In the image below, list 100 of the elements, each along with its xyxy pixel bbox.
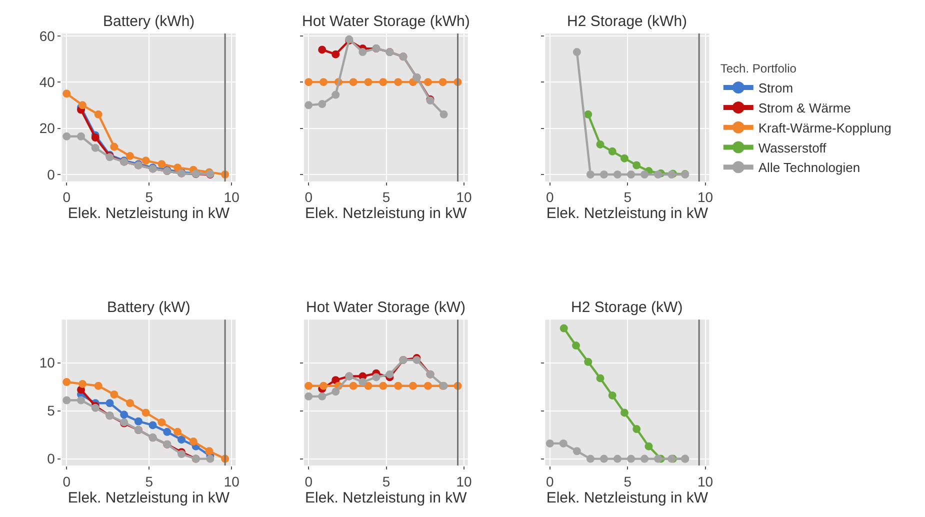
x-tick-label: 0 <box>546 189 554 206</box>
point <box>364 382 372 390</box>
legend-label: Alle Technologien <box>758 160 860 176</box>
x-tick-label: 10 <box>456 189 472 206</box>
x-axis-title: Elek. Netzleistung in kW <box>68 205 230 222</box>
point <box>78 380 86 388</box>
point <box>134 417 142 426</box>
point <box>206 454 214 463</box>
point <box>654 170 662 179</box>
point <box>304 392 313 400</box>
point <box>94 382 102 390</box>
point <box>77 396 86 404</box>
point <box>62 90 71 98</box>
chart-title: Battery (kW) <box>107 299 190 316</box>
point <box>584 110 592 118</box>
point <box>613 454 622 463</box>
point <box>142 156 150 165</box>
point <box>600 170 608 179</box>
x-tick-label: 5 <box>624 189 632 206</box>
point <box>620 408 628 417</box>
y-tick-label: 0 <box>47 450 56 467</box>
point <box>349 382 358 390</box>
point <box>158 160 166 168</box>
y-tick-label: 0 <box>47 166 56 182</box>
point <box>205 447 214 456</box>
point <box>608 391 616 400</box>
point <box>349 78 358 86</box>
x-tick-label: 0 <box>62 473 71 490</box>
point <box>372 373 380 382</box>
point <box>632 161 641 170</box>
x-tick-label: 10 <box>697 473 714 490</box>
point <box>62 378 71 386</box>
y-tick-label: 40 <box>39 74 56 90</box>
point <box>304 382 313 390</box>
chart-title: Hot Water Storage (kW) <box>306 299 466 316</box>
x-tick-label: 5 <box>624 473 632 490</box>
point <box>586 454 594 463</box>
point <box>394 382 402 390</box>
point <box>304 78 313 86</box>
x-tick-label: 0 <box>304 189 313 206</box>
point <box>364 78 372 86</box>
y-tick-label: 10 <box>39 354 56 371</box>
x-tick-label: 0 <box>304 473 313 490</box>
legend-label: Wasserstoff <box>758 140 827 156</box>
point <box>126 152 134 160</box>
point <box>110 390 118 398</box>
point <box>644 442 653 450</box>
point <box>546 439 554 448</box>
point <box>318 392 326 400</box>
point <box>158 418 166 426</box>
point <box>654 454 662 463</box>
point <box>640 454 649 463</box>
x-axis-title: Elek. Netzleistung in kW <box>546 205 709 222</box>
point <box>110 142 118 151</box>
point <box>142 408 150 417</box>
point <box>320 78 328 86</box>
point <box>632 425 641 434</box>
x-axis-title: Elek. Netzleistung in kW <box>68 489 230 506</box>
point <box>586 170 594 179</box>
point <box>163 428 172 436</box>
y-tick-label: 60 <box>39 28 56 44</box>
point <box>620 154 628 162</box>
point <box>332 90 340 99</box>
point <box>91 144 100 152</box>
x-tick-label: 10 <box>224 473 240 490</box>
point <box>379 78 388 86</box>
point <box>94 110 102 118</box>
point <box>424 78 432 86</box>
point <box>572 447 581 456</box>
point <box>600 454 608 463</box>
point <box>120 410 128 419</box>
point <box>559 439 568 448</box>
point <box>318 100 326 108</box>
x-tick-label: 10 <box>697 189 714 206</box>
point <box>62 396 71 404</box>
x-tick-label: 5 <box>382 473 390 490</box>
legend-title: Tech. Portfolio <box>720 62 797 76</box>
point <box>572 48 581 56</box>
point <box>148 421 157 430</box>
point <box>358 48 367 56</box>
point <box>572 342 580 350</box>
x-tick-label: 0 <box>546 473 554 490</box>
point <box>78 101 86 110</box>
point <box>596 140 604 148</box>
point <box>91 134 100 142</box>
point <box>627 170 636 179</box>
x-axis-title: Elek. Netzleistung in kW <box>305 205 468 222</box>
point <box>596 374 604 382</box>
point <box>178 436 186 444</box>
point <box>304 101 313 110</box>
chart-title: H2 Storage (kW) <box>571 299 683 316</box>
point <box>106 399 114 408</box>
point <box>394 78 402 86</box>
chart-title: H2 Storage (kWh) <box>567 13 688 30</box>
chart-title: Battery (kWh) <box>103 13 195 30</box>
x-tick-label: 5 <box>382 189 390 206</box>
x-tick-label: 5 <box>145 189 154 206</box>
point <box>640 170 649 179</box>
y-tick-label: 5 <box>47 402 56 419</box>
x-tick-label: 5 <box>145 473 154 490</box>
